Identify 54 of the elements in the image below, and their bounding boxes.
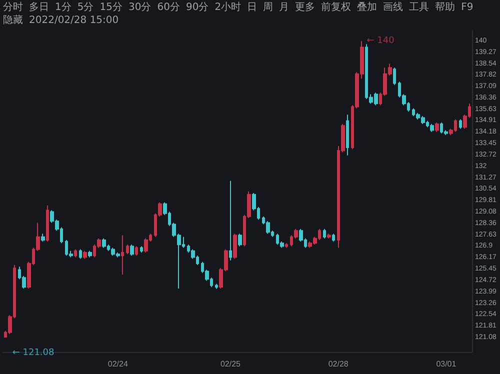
candlestick	[346, 114, 349, 156]
candlestick	[215, 283, 218, 290]
candlestick	[130, 244, 134, 256]
x-tick-label: 02/25	[220, 360, 242, 368]
text: 帮助	[435, 1, 456, 14]
candlestick	[430, 124, 434, 132]
candlestick	[327, 233, 331, 239]
x-tick-label: 02/28	[328, 360, 349, 368]
candlestick	[88, 250, 92, 258]
candlestick	[266, 220, 270, 234]
text: 月	[279, 1, 290, 14]
candlestick	[83, 250, 87, 260]
text: 多日	[29, 1, 49, 14]
text: 30分	[128, 1, 152, 14]
text: 2小时	[214, 1, 242, 14]
candlestick	[459, 118, 462, 130]
text: 画线	[383, 1, 404, 14]
text: 工具	[409, 1, 430, 14]
candlestick	[41, 233, 45, 242]
candlestick	[121, 234, 124, 275]
candlestick	[229, 180, 232, 261]
candlestick	[233, 233, 237, 260]
text: 90分	[186, 1, 209, 14]
candlestick	[435, 122, 439, 132]
candlestick	[135, 246, 138, 256]
text: 15分	[100, 1, 122, 14]
text: 分时	[3, 1, 23, 14]
candlestick	[285, 242, 288, 248]
text: 隐藏	[3, 14, 23, 27]
candlestick	[238, 233, 242, 247]
candlestick	[126, 244, 129, 255]
candlestick	[323, 228, 326, 239]
text: 叠加	[357, 1, 378, 14]
candlestick	[144, 238, 148, 253]
text: 更多	[295, 1, 316, 14]
candlestick	[74, 248, 77, 258]
candlestick	[46, 204, 49, 242]
candlestick	[79, 248, 82, 260]
candlestick	[332, 233, 335, 242]
annotation: ← 140	[366, 36, 395, 46]
text: 1分	[55, 1, 72, 14]
annotation: ← 121.08	[12, 348, 55, 358]
text: 日	[247, 1, 258, 14]
x-tick-label: 02/24	[108, 360, 128, 368]
text: 前复权	[321, 1, 352, 14]
text: F9	[461, 1, 474, 14]
text: 5分	[77, 1, 94, 14]
text: 周	[263, 1, 274, 14]
candlestick	[102, 238, 106, 248]
candlestick	[393, 67, 396, 86]
candlestick	[140, 246, 143, 253]
x-tick-label: 03/01	[436, 360, 457, 368]
text: 2022/02/28 15:00	[29, 14, 119, 27]
text: 60分	[157, 1, 180, 14]
